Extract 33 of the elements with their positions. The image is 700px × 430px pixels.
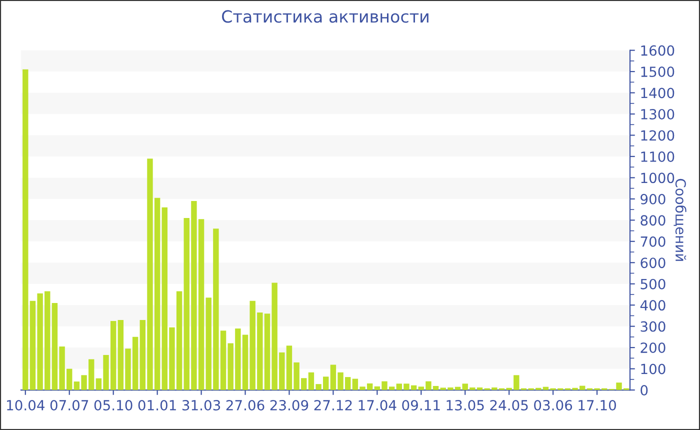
y-tick-label: 1200 bbox=[641, 130, 674, 141]
x-tick-label: 07.07 bbox=[50, 400, 88, 410]
y-tick-label: 400 bbox=[640, 300, 666, 311]
y-tick-label: 1500 bbox=[641, 66, 674, 78]
x-tick-label: 23.09 bbox=[270, 400, 308, 410]
x-tick-label: 31.03 bbox=[182, 400, 220, 410]
x-tick-label: 27.12 bbox=[314, 400, 352, 410]
y-tick-label: 900 bbox=[640, 194, 666, 204]
x-tick-label: 13.05 bbox=[446, 400, 484, 410]
x-tick-label: 05.10 bbox=[94, 400, 132, 410]
y-axis-title: Сообщений bbox=[674, 178, 686, 261]
y-tick-label: 1600 bbox=[641, 45, 674, 56]
chart-title: Статистика активности bbox=[222, 10, 428, 23]
x-tick-label: 10.04 bbox=[7, 400, 44, 410]
y-tick-label: 100 bbox=[641, 364, 666, 374]
y-tick-label: 500 bbox=[640, 278, 666, 290]
x-tick-label: 17.10 bbox=[578, 400, 616, 410]
y-tick-label: 1100 bbox=[641, 151, 674, 162]
y-tick-label: 700 bbox=[640, 236, 666, 247]
y-tick-label: 1000 bbox=[641, 172, 674, 184]
y-tick-label: 800 bbox=[640, 215, 666, 226]
y-tick-label: 600 bbox=[640, 258, 666, 268]
x-tick-label: 01.01 bbox=[138, 400, 176, 410]
y-tick-label: 300 bbox=[640, 321, 666, 332]
x-tick-label: 17.04 bbox=[358, 400, 396, 410]
y-tick-label: 1400 bbox=[641, 88, 674, 98]
x-tick-label: 24.05 bbox=[490, 400, 528, 410]
x-tick-label: 27.06 bbox=[226, 400, 264, 410]
y-tick-label: 0 bbox=[640, 384, 648, 396]
y-tick-label: 1300 bbox=[641, 108, 674, 120]
x-tick-label: 03.06 bbox=[534, 400, 572, 410]
y-tick-label: 200 bbox=[640, 342, 666, 354]
x-tick-label: 09.11 bbox=[402, 400, 440, 410]
